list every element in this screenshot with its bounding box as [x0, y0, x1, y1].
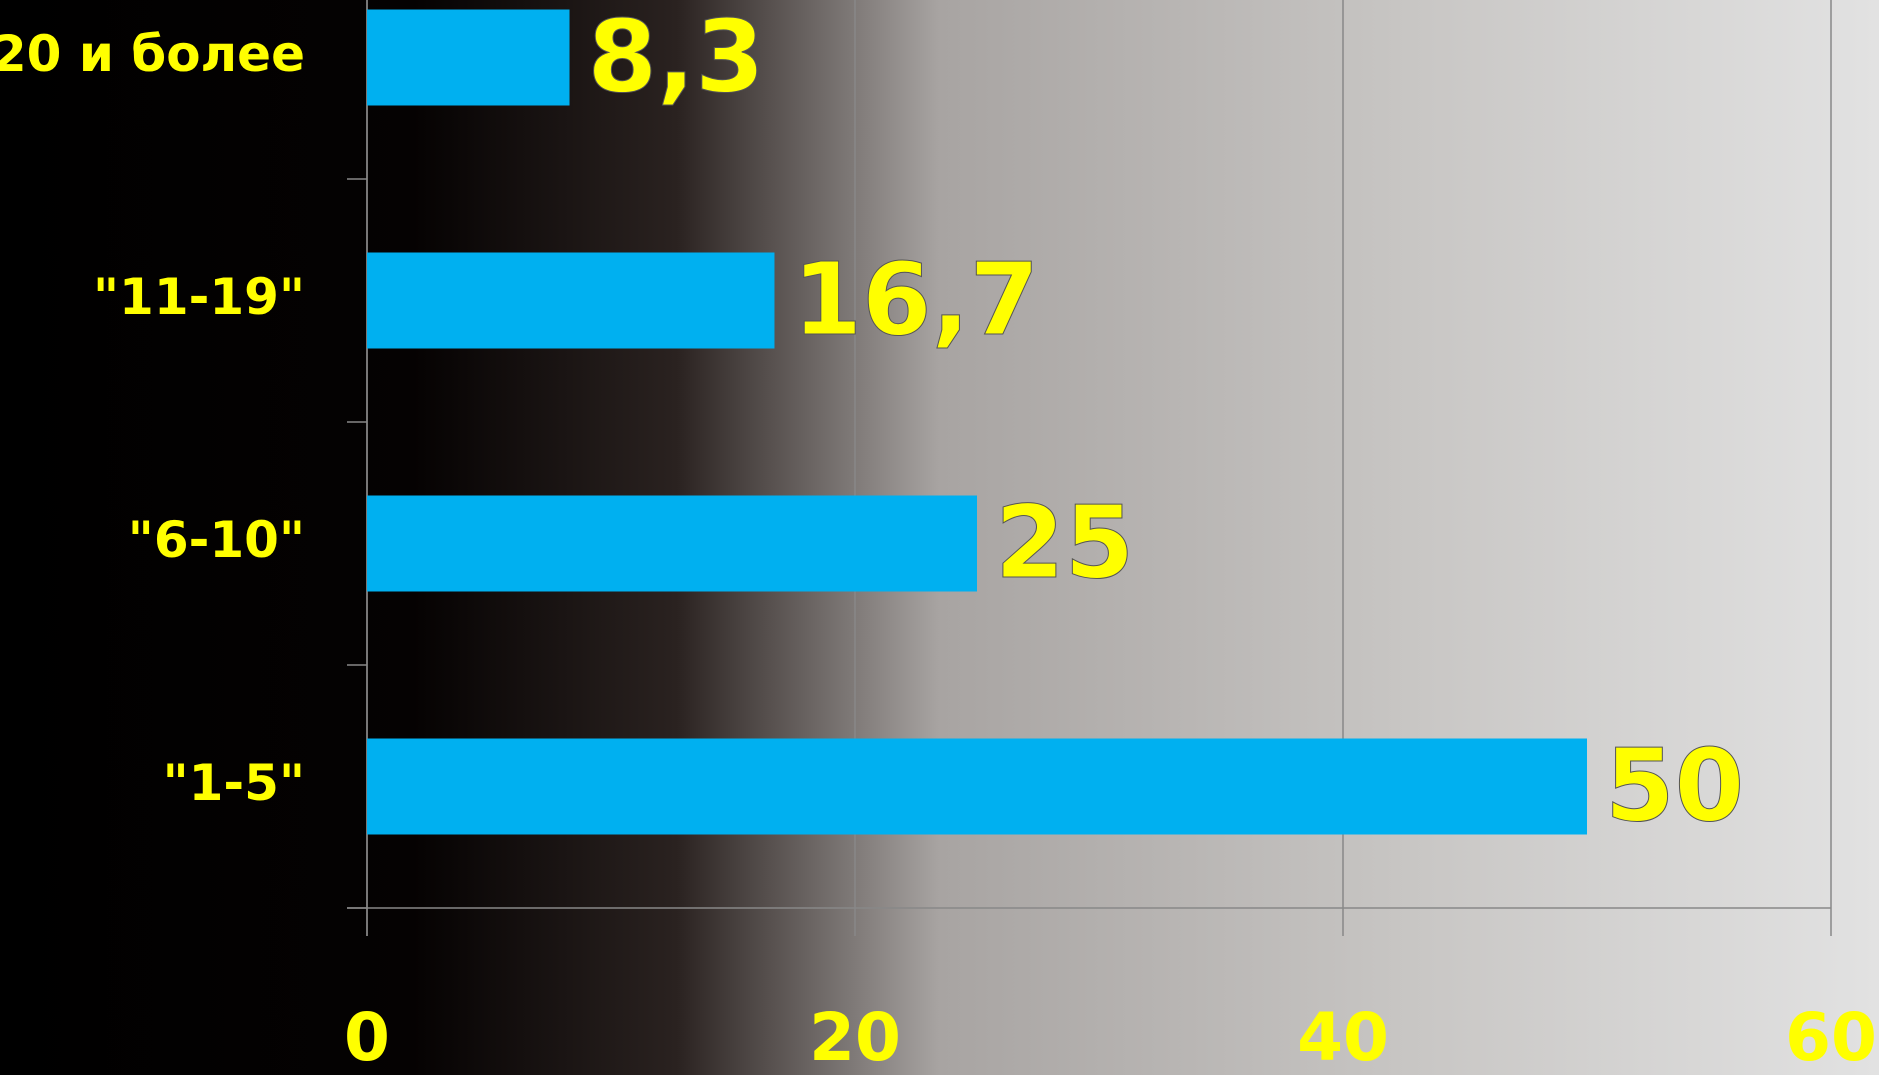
y-tick-label: 20 и более [0, 25, 305, 83]
x-tick-label: 40 [1297, 999, 1389, 1075]
x-tick-label: 20 [809, 999, 901, 1075]
y-tick-label: "6-10" [128, 511, 305, 569]
bar [367, 495, 977, 592]
bar [367, 252, 775, 349]
data-label: 25 [995, 484, 1134, 601]
data-label: 16,7 [792, 241, 1039, 358]
x-tick-label: 60 [1785, 999, 1877, 1075]
bar [367, 738, 1587, 835]
y-tick-label: "11-19" [93, 268, 305, 326]
data-label: 50 [1605, 727, 1744, 844]
x-tick-label: 0 [344, 999, 390, 1075]
data-label: 8,3 [588, 0, 765, 115]
y-tick-label: "1-5" [163, 754, 305, 812]
bar [367, 9, 570, 106]
